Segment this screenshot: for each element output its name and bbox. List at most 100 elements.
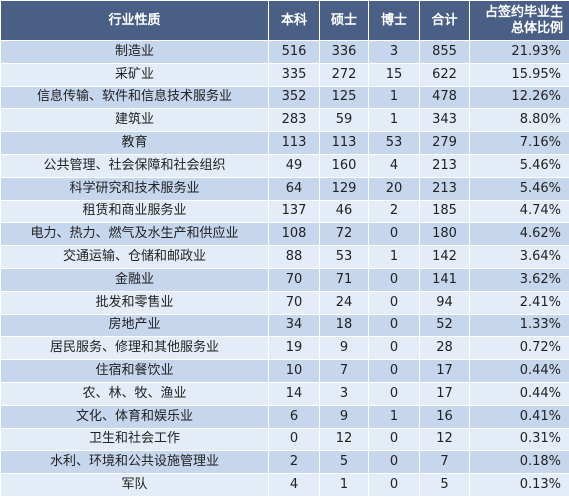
doctor-cell: 0 bbox=[369, 474, 420, 497]
bachelor-cell: 14 bbox=[269, 382, 320, 405]
header-share-line1: 占签约毕业生 bbox=[485, 5, 563, 20]
share-cell: 8.80% bbox=[470, 109, 569, 132]
doctor-cell: 0 bbox=[369, 314, 420, 337]
bachelor-cell: 64 bbox=[269, 177, 320, 200]
industry-cell: 金融业 bbox=[1, 268, 269, 291]
industry-cell: 信息传输、软件和信息技术服务业 bbox=[1, 86, 269, 109]
bachelor-cell: 335 bbox=[269, 63, 320, 86]
industry-cell: 居民服务、修理和其他服务业 bbox=[1, 337, 269, 360]
share-cell: 0.18% bbox=[470, 451, 569, 474]
share-cell: 1.33% bbox=[470, 314, 569, 337]
master-cell: 59 bbox=[320, 109, 369, 132]
doctor-cell: 20 bbox=[369, 177, 420, 200]
industry-cell: 科学研究和技术服务业 bbox=[1, 177, 269, 200]
master-cell: 125 bbox=[320, 86, 369, 109]
industry-cell: 建筑业 bbox=[1, 109, 269, 132]
bachelor-cell: 70 bbox=[269, 268, 320, 291]
master-cell: 71 bbox=[320, 268, 369, 291]
bachelor-cell: 19 bbox=[269, 337, 320, 360]
master-cell: 18 bbox=[320, 314, 369, 337]
bachelor-cell: 137 bbox=[269, 200, 320, 223]
bachelor-cell: 352 bbox=[269, 86, 320, 109]
master-cell: 12 bbox=[320, 428, 369, 451]
total-cell: 213 bbox=[420, 154, 470, 177]
doctor-cell: 53 bbox=[369, 132, 420, 155]
total-cell: 141 bbox=[420, 268, 470, 291]
industry-cell: 农、林、牧、渔业 bbox=[1, 382, 269, 405]
master-cell: 5 bbox=[320, 451, 369, 474]
master-cell: 24 bbox=[320, 291, 369, 314]
industry-cell: 教育 bbox=[1, 132, 269, 155]
doctor-cell: 0 bbox=[369, 268, 420, 291]
doctor-cell: 0 bbox=[369, 337, 420, 360]
master-cell: 46 bbox=[320, 200, 369, 223]
industry-cell: 房地产业 bbox=[1, 314, 269, 337]
header-industry: 行业性质 bbox=[1, 1, 269, 41]
bachelor-cell: 34 bbox=[269, 314, 320, 337]
master-cell: 7 bbox=[320, 360, 369, 383]
master-cell: 72 bbox=[320, 223, 369, 246]
bachelor-cell: 108 bbox=[269, 223, 320, 246]
bachelor-cell: 516 bbox=[269, 41, 320, 64]
total-cell: 180 bbox=[420, 223, 470, 246]
total-cell: 279 bbox=[420, 132, 470, 155]
doctor-cell: 0 bbox=[369, 382, 420, 405]
doctor-cell: 2 bbox=[369, 200, 420, 223]
bachelor-cell: 10 bbox=[269, 360, 320, 383]
industry-cell: 公共管理、社会保障和社会组织 bbox=[1, 154, 269, 177]
total-cell: 17 bbox=[420, 360, 470, 383]
share-cell: 0.44% bbox=[470, 360, 569, 383]
bachelor-cell: 283 bbox=[269, 109, 320, 132]
total-cell: 28 bbox=[420, 337, 470, 360]
industry-cell: 租赁和商业服务业 bbox=[1, 200, 269, 223]
doctor-cell: 0 bbox=[369, 223, 420, 246]
share-cell: 0.41% bbox=[470, 405, 569, 428]
share-cell: 4.62% bbox=[470, 223, 569, 246]
doctor-cell: 1 bbox=[369, 86, 420, 109]
share-cell: 0.44% bbox=[470, 382, 569, 405]
total-cell: 855 bbox=[420, 41, 470, 64]
share-cell: 5.46% bbox=[470, 154, 569, 177]
industry-cell: 批发和零售业 bbox=[1, 291, 269, 314]
master-cell: 9 bbox=[320, 405, 369, 428]
header-doctor: 博士 bbox=[369, 1, 420, 41]
share-cell: 4.74% bbox=[470, 200, 569, 223]
doctor-cell: 15 bbox=[369, 63, 420, 86]
share-cell: 5.46% bbox=[470, 177, 569, 200]
doctor-cell: 1 bbox=[369, 246, 420, 269]
share-cell: 0.31% bbox=[470, 428, 569, 451]
master-cell: 1 bbox=[320, 474, 369, 497]
total-cell: 478 bbox=[420, 86, 470, 109]
share-cell: 12.26% bbox=[470, 86, 569, 109]
doctor-cell: 0 bbox=[369, 428, 420, 451]
industry-cell: 军队 bbox=[1, 474, 269, 497]
industry-cell: 制造业 bbox=[1, 41, 269, 64]
master-cell: 160 bbox=[320, 154, 369, 177]
bachelor-cell: 49 bbox=[269, 154, 320, 177]
share-cell: 15.95% bbox=[470, 63, 569, 86]
bachelor-cell: 6 bbox=[269, 405, 320, 428]
share-cell: 3.64% bbox=[470, 246, 569, 269]
bachelor-cell: 0 bbox=[269, 428, 320, 451]
share-cell: 0.72% bbox=[470, 337, 569, 360]
master-cell: 9 bbox=[320, 337, 369, 360]
share-cell: 0.13% bbox=[470, 474, 569, 497]
doctor-cell: 4 bbox=[369, 154, 420, 177]
total-cell: 17 bbox=[420, 382, 470, 405]
doctor-cell: 3 bbox=[369, 41, 420, 64]
